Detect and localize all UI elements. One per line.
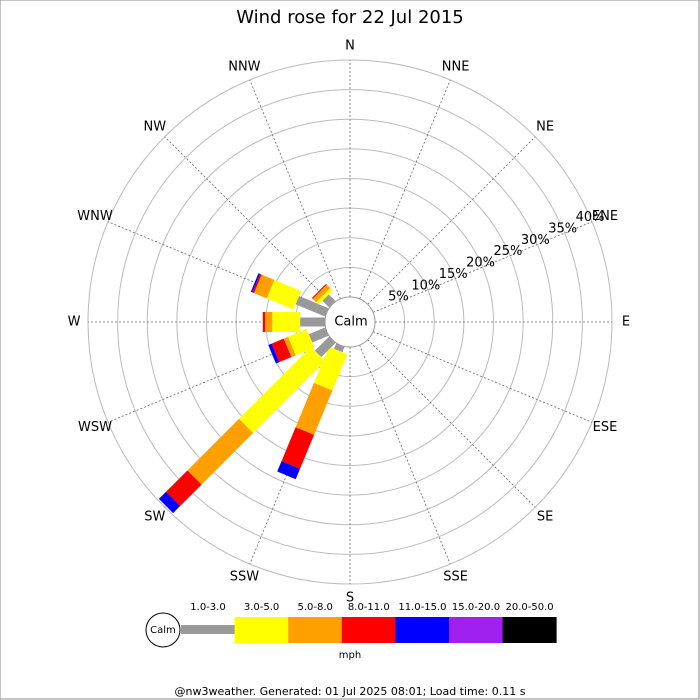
wind-segment — [266, 279, 302, 310]
wind-segment — [277, 461, 301, 480]
direction-label: W — [68, 315, 81, 330]
legend-swatch — [395, 617, 450, 643]
direction-label: NE — [536, 119, 554, 134]
wind-segment — [271, 338, 292, 363]
wind-segment — [311, 283, 327, 299]
r-tick-label: 25% — [493, 244, 522, 259]
spoke — [249, 344, 341, 565]
wind-segment — [238, 346, 326, 434]
spoke — [359, 79, 451, 300]
direction-label: NNW — [228, 60, 260, 75]
wind-segment — [252, 273, 262, 294]
direction-label: SSE — [443, 569, 468, 584]
legend-label: 3.0-5.0 — [244, 602, 279, 613]
direction-label: ENE — [592, 209, 618, 224]
wind-segment — [312, 284, 331, 303]
legend-swatch — [288, 617, 343, 643]
direction-label: WNW — [77, 209, 113, 224]
legend-label: 11.0-15.0 — [398, 602, 446, 613]
direction-label: WSW — [78, 420, 112, 435]
r-tick-label: 15% — [439, 267, 468, 282]
footer: @nw3weather. Generated: 01 Jul 2025 08:0… — [175, 685, 526, 698]
legend-label: 15.0-20.0 — [452, 602, 500, 613]
legend-swatch — [234, 617, 289, 643]
direction-label: NW — [144, 119, 167, 134]
wind-segment — [254, 274, 275, 299]
wind-segment — [187, 418, 254, 485]
wind-segment — [281, 427, 315, 469]
spoke — [372, 221, 593, 313]
r-tick-label: 40% — [576, 210, 605, 225]
unit-label: mph — [339, 650, 361, 661]
grid-ring — [206, 178, 494, 466]
wind-segment — [308, 327, 329, 343]
wind-segment — [265, 312, 273, 332]
spoke — [249, 79, 341, 300]
wind-segment — [316, 288, 333, 305]
direction-label: S — [346, 591, 354, 606]
wind-segment — [268, 343, 280, 364]
legend-label: 5.0-8.0 — [297, 602, 332, 613]
r-tick-label: 10% — [411, 278, 440, 293]
r-tick-label: 5% — [388, 290, 409, 305]
wind-segment — [295, 382, 333, 435]
wind-segment — [314, 336, 336, 358]
wind-segment — [300, 317, 325, 327]
legend-swatch — [341, 617, 396, 643]
legend-swatch — [181, 625, 235, 634]
grid-ring — [117, 89, 583, 555]
spoke — [372, 331, 593, 423]
spoke — [107, 331, 328, 423]
wind-segment — [262, 312, 266, 332]
wind-segment — [166, 470, 202, 506]
direction-label: NNE — [442, 60, 470, 75]
legend-label: 20.0-50.0 — [506, 602, 554, 613]
r-tick-label: 35% — [548, 222, 577, 237]
direction-label: N — [345, 39, 355, 54]
wind-segment — [313, 346, 348, 391]
r-tick-label: 30% — [521, 233, 550, 248]
r-tick-label: 20% — [466, 256, 495, 271]
wind-segment — [334, 343, 345, 353]
legend-calm-circle — [145, 612, 181, 648]
spoke — [164, 136, 333, 305]
legend-label: 1.0-3.0 — [190, 602, 225, 613]
wind-segment — [295, 296, 329, 317]
direction-label: SE — [537, 510, 553, 525]
spoke — [107, 221, 328, 313]
wind-segment — [272, 312, 301, 332]
wind-segment — [288, 329, 315, 356]
chart-title: Wind rose for 22 Jul 2015 — [236, 7, 464, 28]
legend-calm-label: Calm — [150, 625, 176, 636]
calm-label: Calm — [334, 315, 367, 330]
spoke — [367, 136, 536, 305]
wind-segment — [250, 273, 261, 293]
direction-label: E — [622, 315, 630, 330]
legend-swatch — [502, 617, 557, 643]
wind-segment — [283, 336, 296, 358]
wind-segment — [158, 491, 181, 514]
direction-label: ESE — [593, 420, 618, 435]
spoke — [359, 344, 451, 565]
direction-label: SW — [144, 510, 165, 525]
legend-label: 8.0-11.0 — [348, 602, 390, 613]
spoke — [367, 339, 536, 508]
wind-segment — [322, 294, 336, 308]
direction-label: SSW — [230, 569, 260, 584]
legend-swatch — [449, 617, 503, 643]
